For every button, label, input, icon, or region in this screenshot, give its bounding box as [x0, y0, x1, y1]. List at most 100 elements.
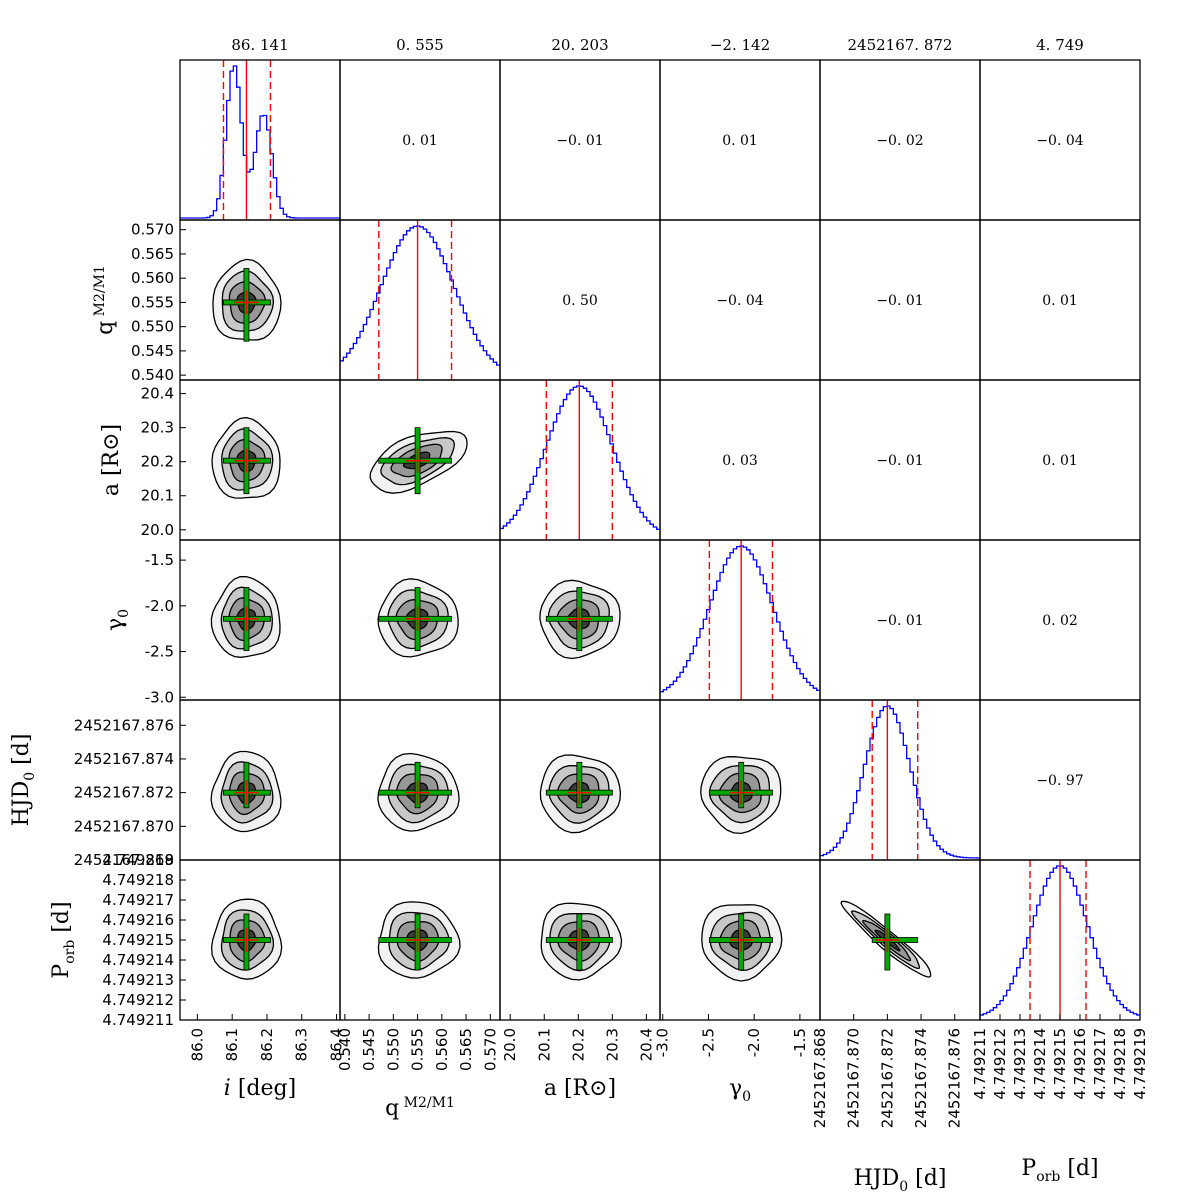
x-tick-label: 86.4 — [328, 1028, 346, 1061]
y-tick-label: 4.749213 — [102, 971, 174, 989]
x-tick-label: 86.3 — [293, 1028, 311, 1061]
y-tick-label: 20.1 — [141, 487, 174, 505]
correlation-value: 0. 01 — [1042, 453, 1078, 469]
contour-panel-q-Porb — [377, 901, 461, 979]
y-tick-label: 20.3 — [141, 419, 174, 437]
y-tick-label: 4.749212 — [102, 991, 174, 1009]
axis-label-text: HJD0 [d] — [854, 1166, 947, 1195]
x-tick-label: 20.0 — [501, 1028, 519, 1061]
x-tick-label: 20.1 — [535, 1028, 553, 1061]
x-tick-label: 2452167.868 — [811, 1028, 829, 1128]
axis-label-text: Porb [d] — [49, 901, 78, 978]
x-tick-label: 20.3 — [603, 1028, 621, 1061]
correlation-value: −0. 01 — [876, 453, 923, 469]
y-tick-label: 20.2 — [141, 453, 174, 471]
histogram-steps — [820, 705, 980, 859]
histogram-panel-i — [180, 60, 340, 220]
contour-panel-gamma0-Porb — [701, 904, 783, 982]
axis-label-HJD0: HJD0 [d] — [9, 734, 38, 827]
x-tick-label: 0.560 — [433, 1028, 451, 1071]
y-tick-label: 4.749214 — [102, 951, 174, 969]
contour-panel-HJD0-Porb — [840, 900, 932, 978]
y-tick-label: 0.570 — [131, 221, 174, 239]
correlation-value: −0. 02 — [876, 133, 923, 149]
correlation-value: 0. 50 — [562, 293, 598, 309]
axis-label-HJD0: HJD0 [d] — [854, 1166, 947, 1195]
y-tick-label: 4.749219 — [102, 851, 174, 869]
axis-label-text: a [R⊙] — [544, 1076, 616, 1101]
axis-label-Porb: Porb [d] — [1021, 1156, 1098, 1185]
x-tick-label: 0.555 — [409, 1028, 427, 1071]
y-tick-label: -2.0 — [145, 597, 174, 615]
panel-frame — [179, 59, 341, 221]
correlation-value: 0. 01 — [722, 133, 758, 149]
axis-label-text: q M2/M1 — [385, 1095, 455, 1121]
median-value-i: 86. 141 — [231, 36, 288, 54]
contour-panel-a-gamma0 — [539, 579, 621, 660]
x-tick-label: 2452167.870 — [845, 1028, 863, 1128]
histogram-steps — [340, 225, 500, 366]
panel-frame — [339, 219, 501, 381]
x-tick-label: 0.540 — [336, 1028, 354, 1071]
y-tick-label: 2452167.870 — [74, 817, 174, 835]
x-tick-label: 4.749212 — [991, 1028, 1009, 1100]
y-tick-label: 0.550 — [131, 318, 174, 336]
histogram-steps — [180, 65, 340, 219]
y-tick-label: 0.540 — [131, 366, 174, 384]
median-value-HJD0: 2452167. 872 — [848, 36, 953, 54]
x-tick-label: -2.5 — [699, 1028, 717, 1057]
axis-label-q: q M2/M1 — [92, 265, 118, 335]
contour-panel-i-Porb — [210, 898, 283, 980]
axis-label-text: q M2/M1 — [92, 265, 118, 335]
x-tick-label: 0.565 — [457, 1028, 475, 1071]
x-tick-label: 4.749218 — [1111, 1028, 1129, 1100]
contour-panel-i-gamma0 — [210, 575, 281, 658]
y-tick-label: 4.749216 — [102, 911, 174, 929]
contour-panel-a-HJD0 — [539, 754, 622, 834]
x-tick-label: -2.0 — [745, 1028, 763, 1057]
histogram-panel-gamma0 — [660, 540, 820, 700]
y-tick-label: -1.5 — [145, 551, 174, 569]
y-tick-label: 2452167.872 — [74, 784, 174, 802]
y-tick-label: 2452167.874 — [74, 750, 174, 768]
median-value-a: 20. 203 — [551, 36, 608, 54]
x-tick-label: 4.749216 — [1071, 1028, 1089, 1100]
contour-panel-i-HJD0 — [210, 750, 282, 833]
axis-label-a: a [R⊙] — [544, 1076, 616, 1101]
axis-label-i: i [deg] — [224, 1076, 296, 1101]
x-tick-label: 0.570 — [481, 1028, 499, 1071]
contour-panel-q-gamma0 — [377, 578, 459, 658]
y-tick-label: 20.4 — [141, 385, 174, 403]
correlation-value: −0. 04 — [716, 293, 763, 309]
y-tick-label: 0.560 — [131, 269, 174, 287]
axis-label-gamma0: γ0 — [103, 609, 132, 631]
axis-label-text: a [R⊙] — [99, 424, 124, 496]
correlation-value: −0. 01 — [876, 613, 923, 629]
axis-label-text: γ0 — [729, 1076, 751, 1105]
correlation-value: 0. 01 — [402, 133, 438, 149]
x-tick-label: -1.5 — [791, 1028, 809, 1057]
histogram-steps — [660, 545, 820, 693]
x-tick-label: 86.0 — [188, 1028, 206, 1061]
axis-label-text: i [deg] — [224, 1076, 296, 1101]
histogram-panel-Porb — [980, 860, 1140, 1020]
median-value-Porb: 4. 749 — [1036, 36, 1084, 54]
y-tick-label: 2452167.876 — [74, 716, 174, 734]
y-tick-label: 4.749218 — [102, 871, 174, 889]
y-tick-label: 0.565 — [131, 245, 174, 263]
x-tick-label: 2452167.872 — [878, 1028, 896, 1128]
x-tick-label: 20.4 — [637, 1028, 655, 1061]
axis-label-q: q M2/M1 — [385, 1095, 455, 1121]
x-tick-label: 4.749219 — [1131, 1028, 1149, 1100]
x-tick-label: 86.1 — [223, 1028, 241, 1061]
median-value-q: 0. 555 — [396, 36, 444, 54]
y-tick-label: 20.0 — [141, 521, 174, 539]
histogram-panel-a — [500, 380, 660, 540]
y-tick-label: 4.749215 — [102, 931, 174, 949]
axis-label-a: a [R⊙] — [99, 424, 124, 496]
x-tick-label: 4.749211 — [971, 1028, 989, 1100]
median-value-gamma0: −2. 142 — [710, 36, 770, 54]
contour-panel-q-HJD0 — [377, 752, 460, 832]
x-tick-label: 0.550 — [384, 1028, 402, 1071]
